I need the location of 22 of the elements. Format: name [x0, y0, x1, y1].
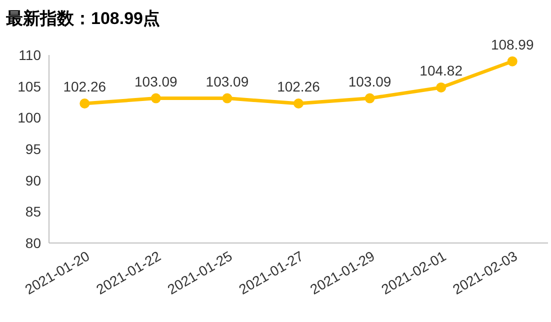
data-label: 103.09 — [206, 73, 249, 90]
point — [222, 93, 232, 104]
point — [507, 56, 518, 66]
data-label: 104.82 — [420, 62, 463, 78]
data-label: 102.26 — [63, 78, 106, 95]
y-tick-label: 105 — [18, 78, 42, 94]
data-label: 102.26 — [277, 78, 320, 95]
point — [150, 93, 161, 104]
y-tick-label: 80 — [25, 235, 42, 251]
point — [294, 98, 304, 109]
data-label: 103.09 — [134, 73, 178, 90]
y-tick-label: 95 — [25, 141, 42, 157]
y-tick-label: 100 — [18, 110, 42, 126]
point — [364, 93, 375, 104]
point — [80, 98, 90, 109]
data-label: 108.99 — [490, 36, 534, 52]
data-label: 103.09 — [348, 73, 392, 90]
y-tick-label: 90 — [25, 172, 42, 188]
y-tick-label: 85 — [25, 204, 42, 220]
point — [436, 82, 446, 92]
y-tick-label: 110 — [18, 47, 42, 63]
chart-title: 最新指数：108.99点 — [5, 9, 160, 28]
